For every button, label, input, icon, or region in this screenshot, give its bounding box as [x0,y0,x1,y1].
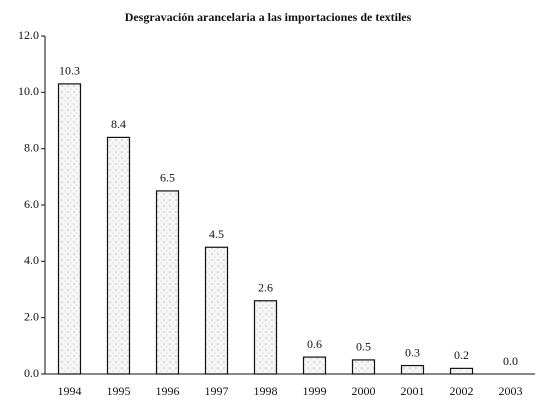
x-tick-label: 2003 [499,384,523,398]
value-label: 4.5 [209,227,224,241]
y-tick-label: 4.0 [24,253,39,267]
x-tick-label: 1994 [58,384,82,398]
value-label: 0.6 [307,337,322,351]
x-tick-label: 1996 [156,384,180,398]
chart-title: Desgravación arancelaria a las importaci… [125,10,412,24]
value-label: 2.6 [258,281,273,295]
bar [302,356,327,375]
bar [155,190,180,375]
bar [204,246,229,375]
y-tick-label: 12.0 [18,28,39,42]
bar [253,300,278,375]
bar [351,359,376,375]
value-label: 8.4 [111,117,126,131]
bar [57,83,82,375]
value-label: 10.3 [59,64,80,78]
y-tick-label: 2.0 [24,309,39,323]
bar [449,367,474,375]
x-tick-label: 1999 [303,384,327,398]
bar [400,364,425,375]
x-tick-label: 2000 [352,384,376,398]
bar [106,136,131,375]
value-label: 0.2 [454,348,469,362]
y-tick-label: 10.0 [18,84,39,98]
x-tick-label: 2002 [450,384,474,398]
y-tick-label: 6.0 [24,197,39,211]
value-label: 0.3 [405,345,420,359]
x-tick-label: 1997 [205,384,229,398]
value-label: 0.0 [503,354,518,368]
y-tick-label: 0.0 [24,366,39,380]
x-tick-label: 1998 [254,384,278,398]
y-tick-label: 8.0 [24,140,39,154]
x-tick-label: 2001 [401,384,425,398]
value-label: 6.5 [160,171,175,185]
x-tick-label: 1995 [107,384,131,398]
value-label: 0.5 [356,340,371,354]
